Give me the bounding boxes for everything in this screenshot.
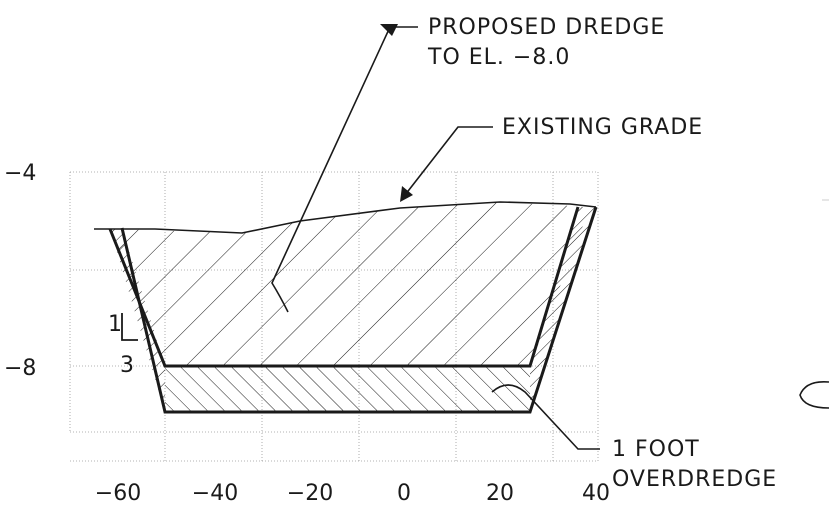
- proposed-dredge-label-line1: PROPOSED DREDGE: [428, 15, 665, 40]
- x-tick-label: 0: [397, 481, 411, 506]
- x-tick-label: −20: [287, 481, 333, 506]
- y-tick-label: −4: [4, 161, 36, 186]
- slope-indicator: [121, 313, 138, 341]
- proposed-dredge-label-line2: TO EL. −8.0: [427, 45, 570, 70]
- x-tick-label: −40: [192, 481, 238, 506]
- existing-grade-leader: [404, 126, 493, 196]
- x-tick-label: −60: [95, 481, 141, 506]
- partial-curve: [799, 380, 829, 409]
- left-slope-strip: [110, 228, 165, 412]
- slope-run-label: 3: [120, 353, 135, 378]
- existing-grade-line: [94, 201, 597, 234]
- proposed-dredge-leader: [271, 26, 418, 313]
- overdredge-leader: [491, 384, 600, 450]
- overdredge-outline: [120, 206, 598, 414]
- overdredge-label-line1: 1 FOOT: [612, 437, 700, 462]
- proposed-dredge-leader-tick: [380, 24, 398, 36]
- x-tick-label: 20: [486, 481, 514, 506]
- overdredge-region: [165, 366, 530, 412]
- overdredge-label-line2: OVERDREDGE: [612, 467, 777, 492]
- existing-grade-label: EXISTING GRADE: [502, 115, 703, 140]
- x-tick-label: 40: [582, 481, 610, 506]
- existing-grade-arrow: [400, 186, 413, 202]
- y-tick-label: −8: [4, 356, 36, 381]
- slope-rise-label: 1: [108, 312, 123, 337]
- proposed-dredge-region: [110, 202, 590, 366]
